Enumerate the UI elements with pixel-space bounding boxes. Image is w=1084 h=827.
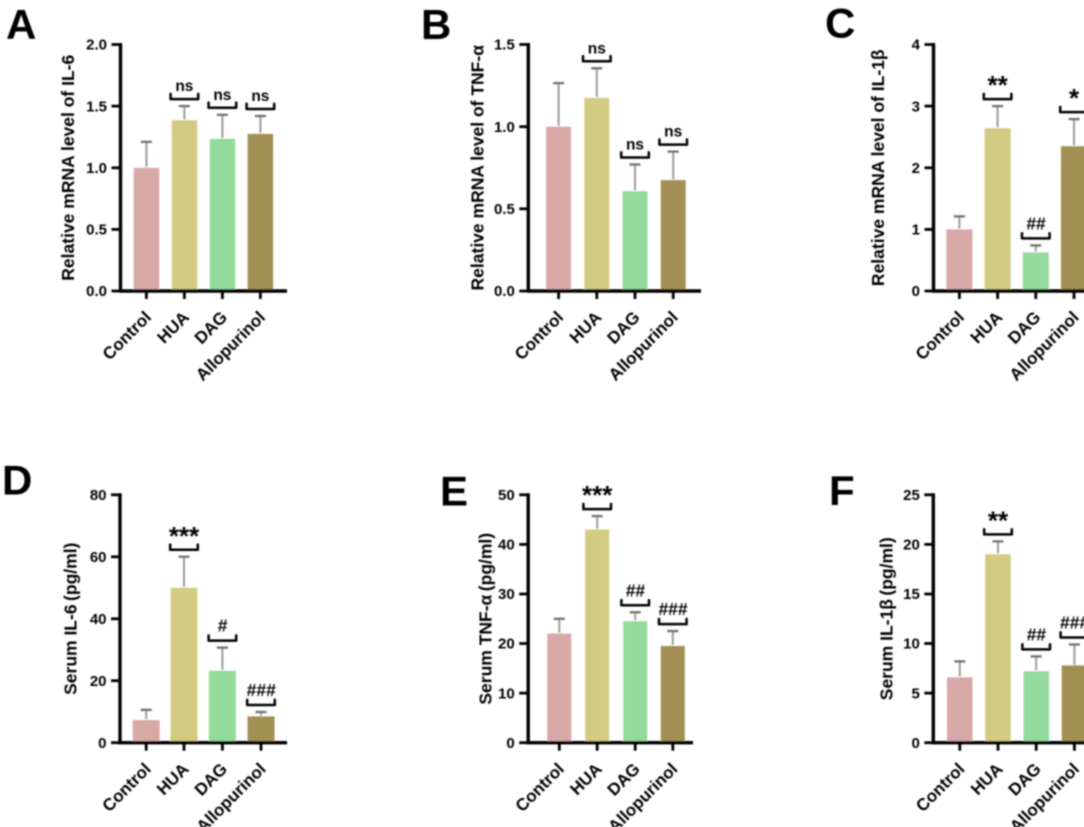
svg-text:20: 20 (498, 636, 515, 653)
svg-text:ns: ns (213, 87, 231, 104)
svg-text:0.0: 0.0 (494, 283, 515, 300)
svg-text:###: ### (246, 680, 275, 700)
svg-text:0.5: 0.5 (494, 201, 515, 218)
svg-text:4: 4 (912, 37, 921, 54)
svg-text:0.0: 0.0 (86, 283, 107, 300)
svg-text:1.5: 1.5 (86, 98, 107, 115)
svg-text:0: 0 (912, 283, 920, 300)
svg-text:Serum IL-1β (pg/ml): Serum IL-1β (pg/ml) (876, 537, 896, 700)
svg-text:1.0: 1.0 (494, 119, 515, 136)
svg-text:ns: ns (588, 40, 606, 57)
svg-text:40: 40 (498, 537, 515, 554)
svg-text:10: 10 (903, 636, 920, 653)
svg-text:0: 0 (506, 735, 514, 752)
svg-text:3: 3 (912, 98, 920, 115)
svg-text:B: B (421, 1, 451, 48)
svg-text:Relative mRNA level of IL-6: Relative mRNA level of IL-6 (58, 55, 78, 281)
svg-text:*: * (1069, 83, 1080, 113)
svg-text:Relative mRNA level of TNF-α: Relative mRNA level of TNF-α (467, 45, 487, 291)
svg-text:0: 0 (98, 735, 106, 752)
svg-text:50: 50 (498, 487, 515, 504)
svg-text:20: 20 (90, 673, 107, 690)
svg-text:##: ## (1026, 213, 1046, 233)
svg-text:25: 25 (903, 487, 920, 504)
svg-text:ns: ns (175, 78, 193, 95)
svg-text:**: ** (987, 70, 1008, 100)
svg-text:Serum IL-6 (pg/ml): Serum IL-6 (pg/ml) (60, 543, 80, 695)
svg-text:**: ** (988, 505, 1009, 535)
svg-text:2.0: 2.0 (86, 37, 107, 54)
svg-text:***: *** (582, 480, 613, 510)
svg-text:30: 30 (498, 586, 515, 603)
svg-text:40: 40 (90, 611, 107, 628)
svg-text:F: F (829, 467, 855, 514)
svg-text:A: A (6, 1, 36, 48)
svg-text:##: ## (1026, 624, 1046, 644)
svg-text:1.0: 1.0 (86, 160, 107, 177)
svg-text:Relative mRNA level of IL-1β: Relative mRNA level of IL-1β (868, 49, 888, 286)
svg-text:1.5: 1.5 (494, 37, 515, 54)
svg-text:ns: ns (251, 88, 269, 105)
svg-text:5: 5 (911, 685, 919, 702)
svg-text:###: ### (658, 599, 687, 619)
svg-text:ns: ns (626, 137, 644, 154)
svg-text:0.5: 0.5 (86, 222, 107, 239)
svg-text:15: 15 (903, 586, 920, 603)
svg-text:#: # (218, 616, 228, 636)
svg-text:1: 1 (912, 222, 920, 239)
svg-text:C: C (825, 0, 855, 46)
svg-text:***: *** (169, 521, 200, 551)
svg-text:10: 10 (498, 685, 515, 702)
svg-text:0: 0 (911, 735, 919, 752)
svg-text:D: D (2, 457, 32, 504)
svg-text:###: ### (1060, 613, 1084, 633)
svg-text:2: 2 (912, 160, 920, 177)
svg-text:Serum TNF-α (pg/ml): Serum TNF-α (pg/ml) (475, 533, 495, 705)
svg-text:E: E (440, 468, 468, 515)
svg-text:##: ## (625, 580, 645, 600)
svg-text:60: 60 (90, 549, 107, 566)
svg-text:80: 80 (90, 487, 107, 504)
svg-text:ns: ns (664, 124, 682, 141)
svg-text:20: 20 (903, 537, 920, 554)
